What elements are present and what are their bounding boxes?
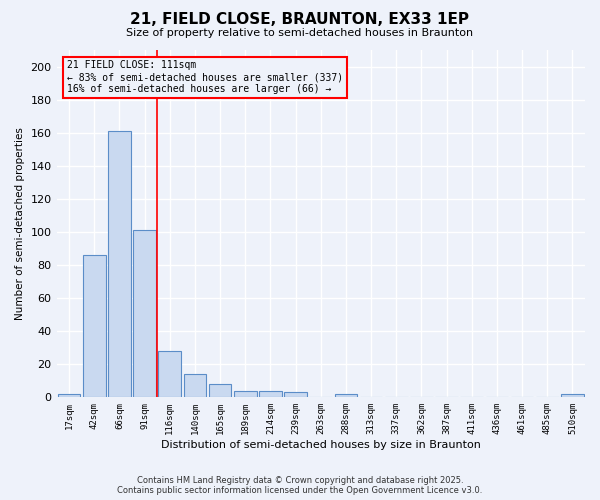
Bar bbox=[83, 255, 106, 398]
Text: Contains HM Land Registry data © Crown copyright and database right 2025.
Contai: Contains HM Land Registry data © Crown c… bbox=[118, 476, 482, 495]
Bar bbox=[259, 390, 282, 398]
Y-axis label: Number of semi-detached properties: Number of semi-detached properties bbox=[15, 127, 25, 320]
Bar bbox=[234, 390, 257, 398]
Bar bbox=[209, 384, 232, 398]
Bar bbox=[335, 394, 357, 398]
Bar bbox=[58, 394, 80, 398]
Text: 21 FIELD CLOSE: 111sqm
← 83% of semi-detached houses are smaller (337)
16% of se: 21 FIELD CLOSE: 111sqm ← 83% of semi-det… bbox=[67, 60, 343, 94]
Bar bbox=[158, 351, 181, 398]
X-axis label: Distribution of semi-detached houses by size in Braunton: Distribution of semi-detached houses by … bbox=[161, 440, 481, 450]
Bar bbox=[133, 230, 156, 398]
Text: 21, FIELD CLOSE, BRAUNTON, EX33 1EP: 21, FIELD CLOSE, BRAUNTON, EX33 1EP bbox=[131, 12, 470, 28]
Bar bbox=[184, 374, 206, 398]
Bar bbox=[284, 392, 307, 398]
Text: Size of property relative to semi-detached houses in Braunton: Size of property relative to semi-detach… bbox=[127, 28, 473, 38]
Bar bbox=[108, 131, 131, 398]
Bar bbox=[561, 394, 584, 398]
